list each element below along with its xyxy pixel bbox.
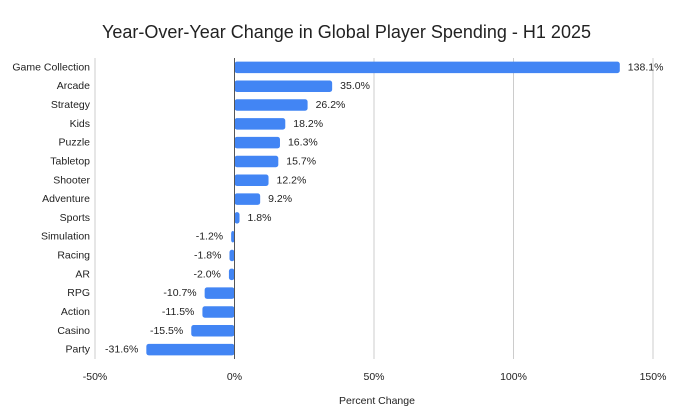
bar-simulation (231, 230, 235, 243)
x-tick-label: -50% (83, 371, 108, 383)
x-tick-label: 50% (363, 371, 384, 383)
category-label: Party (65, 344, 90, 356)
data-label: 26.2% (316, 99, 346, 111)
bar-arcade (234, 80, 333, 92)
bar-sports (234, 212, 240, 224)
bar-tabletop (234, 155, 279, 168)
data-label: 9.2% (268, 193, 292, 205)
category-label: Action (61, 306, 90, 318)
chart-title: Year-Over-Year Change in Global Player S… (102, 22, 591, 42)
x-tick-labels: -50% 0% 50% 100% 150% (83, 371, 667, 383)
category-label: AR (75, 268, 90, 280)
bar-rpg (204, 287, 235, 299)
category-label: Arcade (57, 80, 90, 92)
x-tick-label: 100% (500, 371, 527, 383)
bar-puzzle (234, 136, 280, 149)
data-label: 1.8% (248, 212, 272, 224)
category-label: Casino (57, 325, 90, 337)
category-label: Simulation (41, 231, 90, 243)
category-label: RPG (67, 287, 90, 299)
category-label: Adventure (42, 193, 90, 205)
data-label: -1.8% (194, 250, 221, 262)
category-labels: Game Collection Arcade Strategy Kids Puzzle T… (12, 61, 90, 355)
data-label: -31.6% (105, 344, 138, 356)
category-label: Strategy (51, 99, 91, 111)
bar-party (146, 343, 235, 356)
category-label: Tabletop (50, 155, 90, 167)
bars (146, 61, 620, 356)
bar-ar (228, 268, 235, 281)
data-label: 16.3% (288, 137, 318, 149)
x-tick-label: 0% (227, 371, 242, 383)
data-labels: 138.1% 35.0% 26.2% 18.2% 16.3% 15.7% 12.2% 9.2%… (105, 61, 663, 355)
bar-kids (234, 118, 286, 130)
x-tick-label: 150% (640, 371, 667, 383)
x-axis-title: Percent Change (339, 395, 415, 407)
data-label: -10.7% (163, 287, 196, 299)
grid-lines (94, 58, 654, 359)
data-label: 15.7% (286, 155, 316, 167)
data-label: 12.2% (277, 174, 307, 186)
data-label: -15.5% (150, 325, 183, 337)
data-label: 35.0% (340, 80, 370, 92)
category-label: Shooter (53, 174, 90, 186)
data-label: -2.0% (193, 268, 220, 280)
data-label: -11.5% (162, 306, 195, 318)
bar-racing (229, 249, 235, 262)
data-label: 138.1% (628, 61, 664, 73)
bar-shooter (234, 174, 269, 187)
category-label: Sports (60, 212, 90, 224)
bar-action (202, 306, 235, 318)
category-label: Racing (57, 250, 90, 262)
category-label: Puzzle (58, 137, 90, 149)
bar-casino (191, 325, 235, 337)
category-label: Kids (70, 118, 90, 130)
bar-adventure (234, 193, 261, 205)
bar-strategy (234, 99, 308, 111)
data-label: 18.2% (293, 118, 323, 130)
category-label: Game Collection (12, 61, 90, 73)
data-label: -1.2% (196, 231, 223, 243)
bar-game-collection (234, 61, 620, 74)
